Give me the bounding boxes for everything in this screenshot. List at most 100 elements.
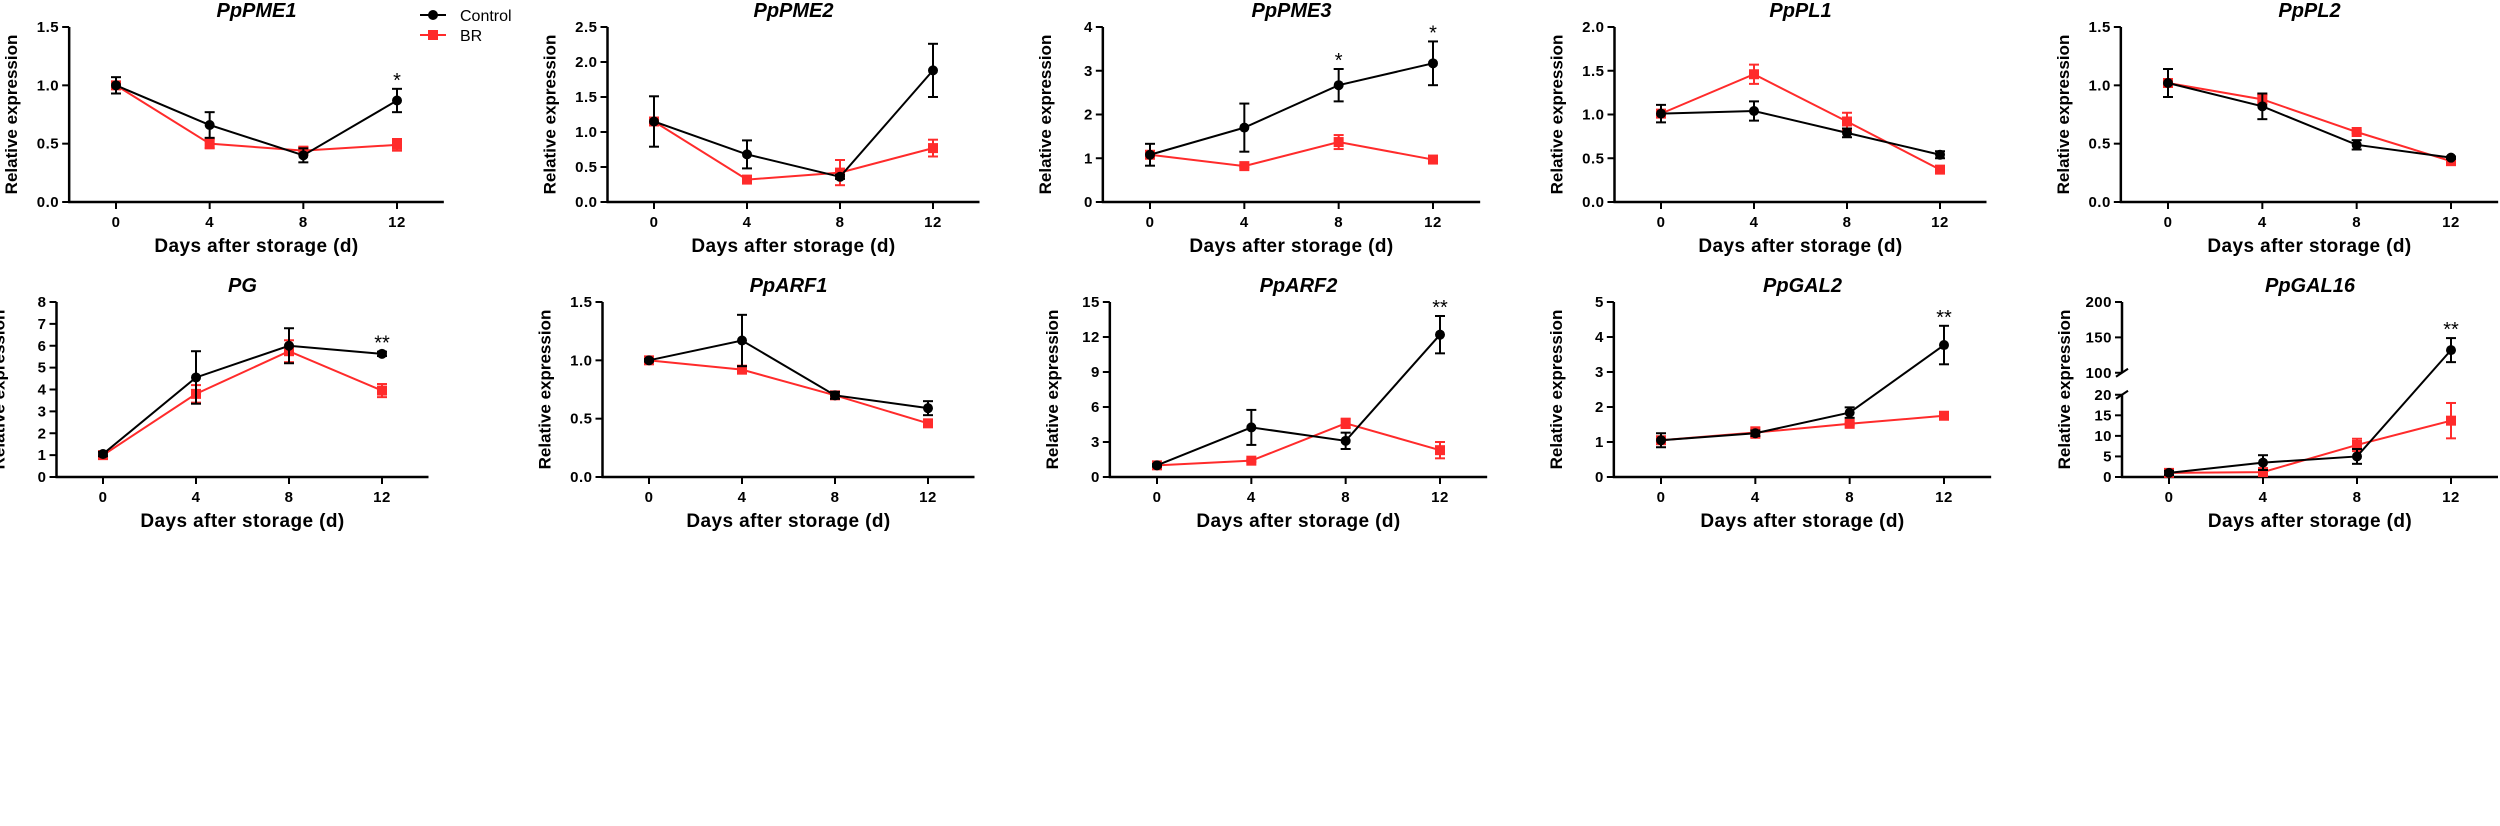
br-point [1939, 410, 1949, 421]
control-point [2163, 78, 2173, 88]
y-tick-label: 5 [1595, 294, 1604, 311]
control-point [1656, 435, 1666, 446]
x-tick-label: 4 [1247, 489, 1256, 506]
control-point [1939, 340, 1949, 351]
y-tick-label: 150 [2085, 329, 2112, 346]
chart-title: PpPME1 [216, 0, 296, 22]
control-point [2352, 451, 2362, 462]
control-point [284, 340, 294, 351]
x-tick-label: 4 [205, 214, 214, 231]
x-tick-label: 4 [1751, 489, 1760, 506]
y-tick-label: 2 [1084, 107, 1093, 124]
x-tick-label: 4 [738, 489, 747, 506]
br-series-line [1156, 422, 1441, 467]
legend: Control BR [420, 8, 512, 45]
control-series-line [2168, 349, 2452, 474]
control-point [835, 171, 845, 182]
x-tick-label: 4 [1750, 214, 1759, 231]
panel-pppme2: 0.0 0.5 1.0 1.5 2.0 2.5 0 4 8 12 PpPME2 Days after … [541, 0, 980, 257]
x-axis-label: Days after storage (d) [140, 511, 344, 532]
control-point [1340, 435, 1351, 446]
y-axis-label: Relative expression [536, 310, 555, 470]
x-tick-label: 8 [1843, 214, 1852, 231]
br-point [737, 364, 747, 375]
y-tick-label: 7 [38, 316, 47, 333]
control-point [191, 372, 201, 383]
panel-pppl2: 0.0 0.5 1.0 1.5 0 4 8 12 PpPL2 Days after storage… [2054, 0, 2499, 257]
br-point [204, 138, 215, 149]
control-point [649, 116, 659, 127]
y-tick-label: 3 [1091, 434, 1100, 451]
y-tick-label: 12 [1082, 329, 1100, 346]
control-point [928, 65, 938, 76]
br-point [1340, 418, 1351, 429]
chart-title: PG [228, 275, 257, 297]
br-point [377, 385, 387, 396]
y-tick-label: 1.0 [37, 77, 59, 94]
x-tick-label: 12 [924, 214, 942, 231]
y-tick-label: 15 [1082, 294, 1100, 311]
br-point [1935, 164, 1945, 175]
significance-mark: ** [374, 333, 390, 355]
significance-mark: ** [2443, 319, 2459, 341]
x-tick-label: 0 [1657, 489, 1666, 506]
x-tick-label: 0 [112, 214, 121, 231]
panel-pppl1: 0.0 0.5 1.0 1.5 2.0 0 4 8 12 PpPL1 Days after stor… [1548, 0, 1987, 257]
br-point [1428, 154, 1438, 165]
y-tick-label: 9 [1091, 364, 1100, 381]
x-tick-label: 0 [650, 214, 659, 231]
x-tick-label: 12 [2442, 214, 2460, 231]
y-tick-label: 1.5 [2088, 19, 2110, 36]
chart-title: PpARF2 [1260, 275, 1338, 297]
y-tick-label: 5 [2103, 448, 2112, 465]
y-tick-label: 0 [1595, 469, 1604, 486]
y-axis-label: Relative expression [1547, 310, 1566, 470]
control-point [98, 449, 108, 460]
x-axis-label: Days after storage (d) [686, 511, 890, 532]
y-tick-label: 1.5 [37, 19, 59, 36]
x-tick-label: 0 [99, 489, 108, 506]
y-tick-label: 1.0 [570, 352, 592, 369]
control-point [1844, 407, 1855, 418]
y-axis-label: Relative expression [1036, 35, 1055, 195]
x-axis-label: Days after storage (d) [2207, 236, 2411, 257]
significance-mark: * [393, 70, 401, 92]
y-tick-label: 0.0 [1582, 194, 1604, 211]
br-point [2352, 439, 2362, 450]
br-series-line [2168, 419, 2452, 474]
br-point [1246, 455, 1257, 466]
x-tick-label: 8 [285, 489, 294, 506]
x-tick-label: 4 [1240, 214, 1249, 231]
y-tick-label: 6 [38, 338, 47, 355]
x-tick-label: 8 [831, 489, 840, 506]
control-point [1935, 149, 1945, 160]
control-series-line [1660, 109, 1941, 156]
significance-mark: ** [1936, 307, 1952, 329]
y-tick-label: 0.0 [2088, 194, 2110, 211]
x-tick-label: 12 [1931, 214, 1949, 231]
x-tick-label: 8 [2352, 214, 2361, 231]
y-tick-label: 0.5 [575, 159, 597, 176]
control-point [737, 335, 747, 346]
control-point [923, 403, 933, 414]
panel-pppme1: 0.0 0.5 1.0 1.5 0 4 8 12 PpPME1 Days after storag… [2, 0, 444, 257]
br-point [2258, 467, 2268, 478]
y-tick-label: 0.0 [575, 194, 597, 211]
control-point [1435, 329, 1445, 340]
br-series-line [653, 120, 934, 181]
x-tick-label: 8 [1341, 489, 1350, 506]
x-tick-label: 4 [743, 214, 752, 231]
chart-title: PpPME2 [753, 0, 833, 22]
y-tick-label: 0.5 [1582, 150, 1604, 167]
chart-title: PpARF1 [750, 275, 828, 297]
y-tick-label: 0 [38, 469, 47, 486]
x-tick-label: 4 [192, 489, 201, 506]
x-tick-label: 12 [1935, 489, 1953, 506]
control-point [1656, 108, 1666, 119]
y-tick-label: 3 [1084, 63, 1093, 80]
x-tick-label: 12 [1424, 214, 1442, 231]
y-axis-label: Relative expression [2054, 35, 2073, 195]
legend-control-marker [428, 10, 438, 20]
